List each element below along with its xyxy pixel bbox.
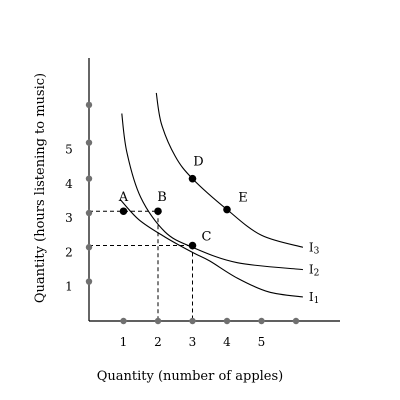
y-tick-label-2: 2 — [65, 245, 73, 259]
y-axis-dot-2 — [85, 209, 93, 217]
x-tick-label-2: 2 — [154, 335, 162, 349]
x-tick-label-3: 3 — [189, 335, 197, 349]
x-axis-dot-4 — [258, 317, 265, 325]
point-d — [188, 174, 197, 183]
curve-label-i2: I2 — [309, 263, 319, 279]
curve-label-i3: I3 — [309, 240, 320, 256]
x-axis-dot-1 — [154, 317, 162, 325]
dashed-guides — [89, 210, 193, 321]
x-tick-label-5: 5 — [258, 335, 266, 349]
x-axis-title: Quantity (number of apples) — [97, 369, 284, 384]
curve-i3 — [155, 92, 304, 248]
y-axis-title: Quantity (hours listening to music) — [33, 73, 48, 303]
point-a — [119, 207, 128, 216]
y-axis-dot-1 — [85, 244, 93, 251]
labeled-points: A B C D E — [118, 155, 248, 250]
point-label-a: A — [118, 190, 129, 205]
point-label-d: D — [193, 155, 203, 170]
y-axis-dot-5 — [85, 101, 93, 109]
point-label-e: E — [238, 191, 248, 206]
x-axis-dot-2 — [189, 317, 196, 325]
y-axis-dot-0 — [85, 278, 93, 285]
curve-labels: I1 I2 I3 — [309, 240, 320, 306]
point-e — [223, 205, 231, 214]
axis-dots — [85, 101, 300, 325]
y-tick-label-1: 1 — [65, 280, 73, 294]
y-axis-dot-3 — [85, 175, 93, 182]
point-label-b: B — [157, 190, 167, 205]
x-tick-label-1: 1 — [120, 335, 128, 349]
x-axis-dot-3 — [223, 317, 231, 325]
y-tick-label-4: 4 — [65, 177, 73, 191]
point-label-c: C — [202, 230, 212, 245]
y-tick-label-5: 5 — [65, 143, 73, 157]
curve-label-i1: I1 — [309, 290, 319, 306]
x-axis-dot-5 — [292, 317, 300, 325]
indifference-curves — [119, 92, 304, 298]
curve-i1 — [119, 198, 303, 298]
y-axis-dot-4 — [85, 139, 93, 146]
y-tick-label-3: 3 — [65, 211, 73, 225]
x-axis-dot-0 — [120, 317, 127, 325]
curve-i2 — [121, 113, 303, 271]
x-tick-label-4: 4 — [223, 335, 231, 349]
tick-labels: 1 2 3 4 5 1 2 3 4 5 — [65, 143, 265, 350]
point-c — [188, 241, 197, 250]
point-b — [154, 207, 162, 216]
